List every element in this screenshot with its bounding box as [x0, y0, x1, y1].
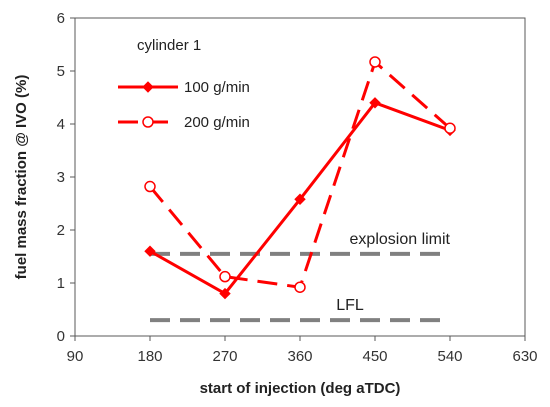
series-2 [144, 56, 456, 293]
series-layer [144, 56, 456, 300]
x-axis: 90 180 270 360 450 540 630 [67, 336, 538, 365]
data-point [219, 270, 231, 283]
x-tick-label: 630 [512, 348, 537, 365]
y-tick-label: 5 [57, 63, 65, 80]
x-tick-label: 540 [437, 348, 462, 365]
x-tick-label: 90 [67, 348, 84, 365]
data-point [144, 245, 156, 257]
data-point [444, 122, 456, 134]
data-point [219, 287, 231, 300]
data-point [294, 193, 306, 205]
data-point [369, 97, 381, 109]
data-point [369, 56, 381, 68]
y-axis-title: fuel mass fraction @ IVO (%) [13, 75, 30, 280]
reference-label-explosion-limit: explosion limit [350, 231, 451, 248]
legend-label: 200 g/min [184, 114, 250, 131]
x-axis-title: start of injection (deg aTDC) [200, 380, 401, 397]
y-tick-label: 2 [57, 222, 65, 239]
reference-label-lfl: LFL [336, 297, 364, 314]
data-point [144, 180, 156, 193]
legend-title: cylinder 1 [137, 37, 201, 54]
y-tick-label: 6 [57, 10, 65, 27]
legend-swatch-marker [142, 81, 154, 93]
x-tick-label: 450 [362, 348, 387, 365]
y-tick-label: 1 [57, 275, 65, 292]
series-1 [144, 97, 456, 300]
legend: cylinder 1 100 g/min 200 g/min [118, 37, 250, 131]
legend-label: 100 g/min [184, 79, 250, 96]
y-tick-label: 3 [57, 169, 65, 186]
x-tick-label: 180 [137, 348, 162, 365]
data-point [294, 281, 306, 293]
reference-lines: explosion limit LFL [150, 231, 451, 323]
y-tick-label: 4 [57, 116, 65, 133]
y-tick-label: 0 [57, 328, 65, 345]
x-tick-label: 270 [212, 348, 237, 365]
legend-swatch-marker [142, 116, 154, 128]
x-tick-label: 360 [287, 348, 312, 365]
y-axis: 0 1 2 3 4 5 6 [57, 10, 75, 345]
